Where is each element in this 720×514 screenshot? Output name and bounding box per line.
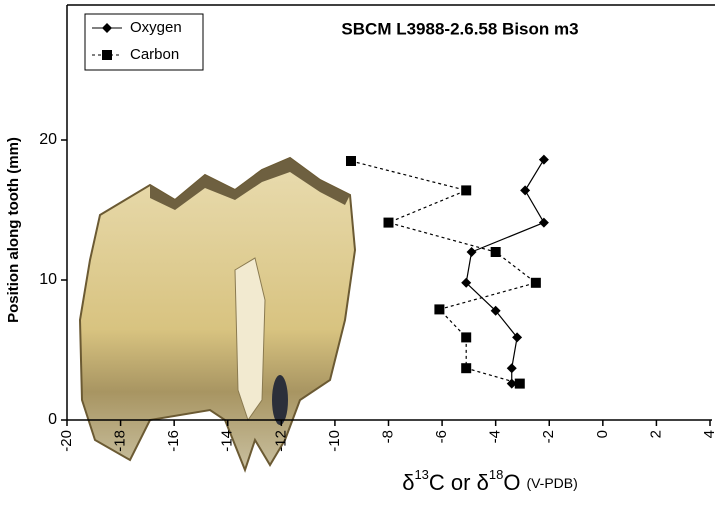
x-tick-label: -18 xyxy=(112,430,129,452)
x-label-part: 18 xyxy=(489,467,503,482)
marker xyxy=(102,23,112,33)
x-axis-label: δ13C or δ18O (V-PDB) xyxy=(402,467,578,494)
marker xyxy=(383,217,394,228)
marker xyxy=(466,247,477,257)
marker xyxy=(345,156,356,166)
x-tick-label: 2 xyxy=(647,430,664,438)
x-label-part: (V-PDB) xyxy=(526,475,577,491)
x-tick-label: -10 xyxy=(326,430,343,452)
marker xyxy=(506,378,517,389)
marker xyxy=(434,304,445,315)
x-tick-label: -2 xyxy=(540,430,557,443)
marker xyxy=(102,50,112,60)
marker xyxy=(538,217,549,228)
tooth-photo xyxy=(78,156,357,473)
x-label-part: 13 xyxy=(414,467,428,482)
series-line xyxy=(350,160,538,385)
x-tick-label: -14 xyxy=(219,430,236,452)
x-tick-label: -20 xyxy=(58,430,75,452)
marker xyxy=(514,378,525,389)
x-tick-label: -4 xyxy=(487,430,504,443)
x-tick-label: -12 xyxy=(272,430,289,452)
x-tick-label: -6 xyxy=(433,430,450,443)
marker xyxy=(512,332,523,343)
y-axis-label: Position along tooth (mm) xyxy=(5,137,22,323)
y-tick-label: 20 xyxy=(39,131,57,148)
x-tick-label: -8 xyxy=(379,430,396,443)
marker xyxy=(506,363,517,374)
y-tick-label: 0 xyxy=(48,411,57,428)
x-tick-label: 0 xyxy=(594,430,611,438)
series-line xyxy=(465,159,545,384)
x-label-part: C or δ xyxy=(429,470,489,495)
legend-box xyxy=(84,13,204,71)
marker xyxy=(461,185,472,196)
marker xyxy=(490,247,501,257)
marker xyxy=(461,363,472,374)
x-label-part: O xyxy=(503,470,520,495)
marker xyxy=(530,277,541,288)
x-label-part: δ xyxy=(402,470,414,495)
x-tick-label: 4 xyxy=(701,430,718,438)
y-tick-label: 10 xyxy=(39,271,57,288)
legend-label: Carbon xyxy=(130,46,179,63)
legend-label: Oxygen xyxy=(130,19,182,36)
chart-title: SBCM L3988-2.6.58 Bison m3 xyxy=(341,19,578,38)
marker xyxy=(490,305,501,316)
marker xyxy=(461,277,472,288)
marker xyxy=(538,154,549,165)
marker xyxy=(520,185,531,196)
x-tick-label: -16 xyxy=(165,430,182,452)
marker xyxy=(461,332,472,343)
